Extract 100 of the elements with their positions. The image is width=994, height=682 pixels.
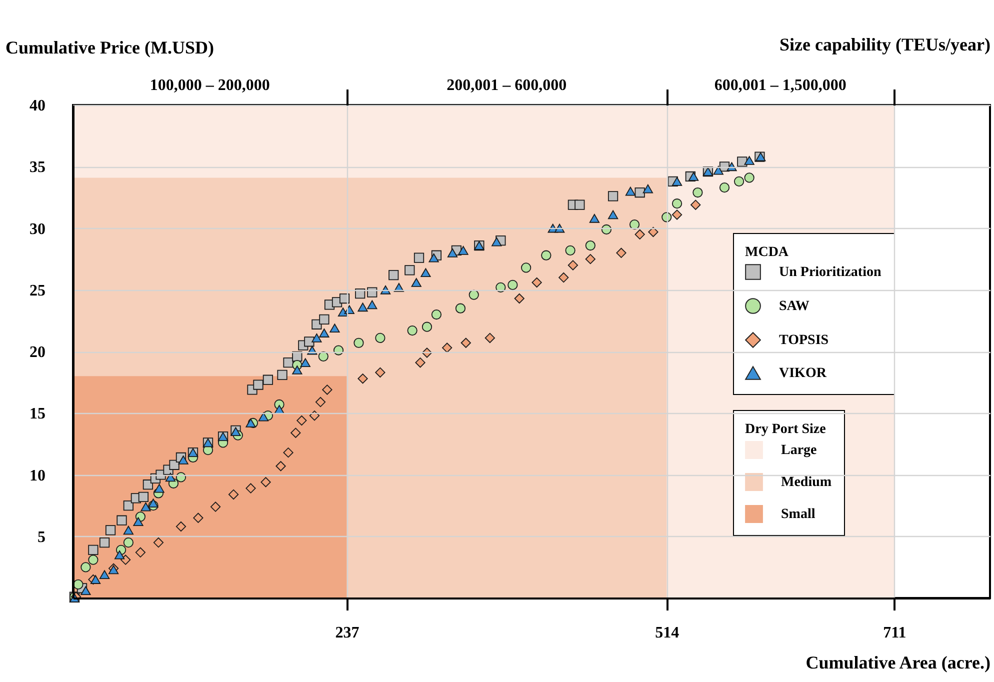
point <box>290 428 301 438</box>
point <box>589 214 600 223</box>
point <box>492 237 502 246</box>
point <box>514 293 524 304</box>
point <box>692 187 703 198</box>
point <box>88 544 98 555</box>
text: 100,000 – 200,000 <box>150 77 270 94</box>
point <box>80 562 91 572</box>
point <box>88 554 98 565</box>
point <box>690 200 701 210</box>
point <box>277 370 288 380</box>
point <box>283 448 294 458</box>
point <box>322 384 332 395</box>
y-tick-label: 20 <box>30 344 46 361</box>
point <box>312 334 322 342</box>
point <box>154 484 164 493</box>
point <box>642 184 653 194</box>
point <box>608 210 618 220</box>
point <box>138 492 149 502</box>
x2-axis-title: Size capability (TEUs/year) <box>780 34 991 54</box>
point <box>585 254 596 264</box>
point <box>330 324 340 333</box>
y-tick-label: 25 <box>30 282 46 300</box>
point <box>246 483 256 494</box>
point <box>634 187 645 198</box>
point <box>407 325 418 336</box>
point <box>688 172 699 181</box>
point <box>375 367 386 378</box>
point <box>260 477 271 488</box>
point <box>672 210 682 220</box>
point <box>148 498 158 508</box>
point <box>422 322 432 332</box>
point <box>447 248 458 258</box>
point <box>375 332 386 343</box>
point <box>521 262 532 273</box>
point <box>428 253 439 262</box>
point <box>304 336 314 347</box>
point <box>541 250 552 260</box>
point <box>276 461 286 472</box>
point <box>178 456 188 464</box>
point <box>713 166 724 175</box>
legend-label: Small <box>781 507 816 522</box>
point <box>105 525 116 536</box>
point <box>508 280 518 290</box>
point <box>358 374 368 384</box>
point <box>99 537 110 548</box>
point <box>460 338 471 348</box>
point <box>319 328 330 338</box>
point <box>672 176 682 186</box>
point <box>532 277 542 288</box>
legend-title: MCDA <box>745 245 790 260</box>
point <box>300 358 310 368</box>
point <box>140 502 151 512</box>
y-tick-label: 15 <box>30 406 46 423</box>
point <box>338 308 348 316</box>
point <box>608 191 618 202</box>
y-tick-label: 10 <box>30 467 46 484</box>
point <box>262 374 274 385</box>
point <box>737 156 748 167</box>
point <box>315 396 326 408</box>
annotation: Dry Port Size <box>745 422 826 437</box>
point <box>73 579 84 590</box>
point <box>228 489 239 500</box>
point <box>404 265 415 276</box>
point <box>455 303 466 314</box>
point <box>616 248 626 258</box>
point <box>634 229 645 240</box>
point <box>210 502 221 512</box>
point <box>123 500 134 511</box>
point <box>415 358 426 368</box>
y-tick-label: 35 <box>30 159 46 176</box>
point <box>414 252 424 263</box>
point <box>558 272 569 283</box>
point <box>123 526 134 535</box>
point <box>80 586 91 596</box>
point <box>625 186 636 196</box>
point <box>388 270 399 280</box>
y-tick-label: 40 <box>30 98 46 114</box>
point <box>442 342 452 353</box>
point <box>585 240 596 251</box>
point <box>99 570 110 580</box>
point <box>193 512 204 523</box>
point <box>319 314 330 325</box>
point <box>292 366 302 374</box>
legend-label: TOPSIS <box>779 333 829 348</box>
point <box>318 351 328 362</box>
legend-label: Large <box>781 443 817 458</box>
legend-label: Un Prioritization <box>779 265 882 280</box>
legend-label: VIKOR <box>779 366 828 381</box>
point <box>648 226 658 238</box>
y-tick-label: 5 <box>38 528 46 546</box>
point <box>354 338 364 348</box>
point <box>165 472 176 482</box>
x-tick-label: 237 <box>335 624 360 642</box>
point <box>420 268 431 278</box>
point <box>744 156 754 165</box>
x-tick-label: 711 <box>883 624 906 642</box>
point <box>169 460 180 470</box>
point <box>380 285 391 294</box>
point <box>123 537 134 548</box>
